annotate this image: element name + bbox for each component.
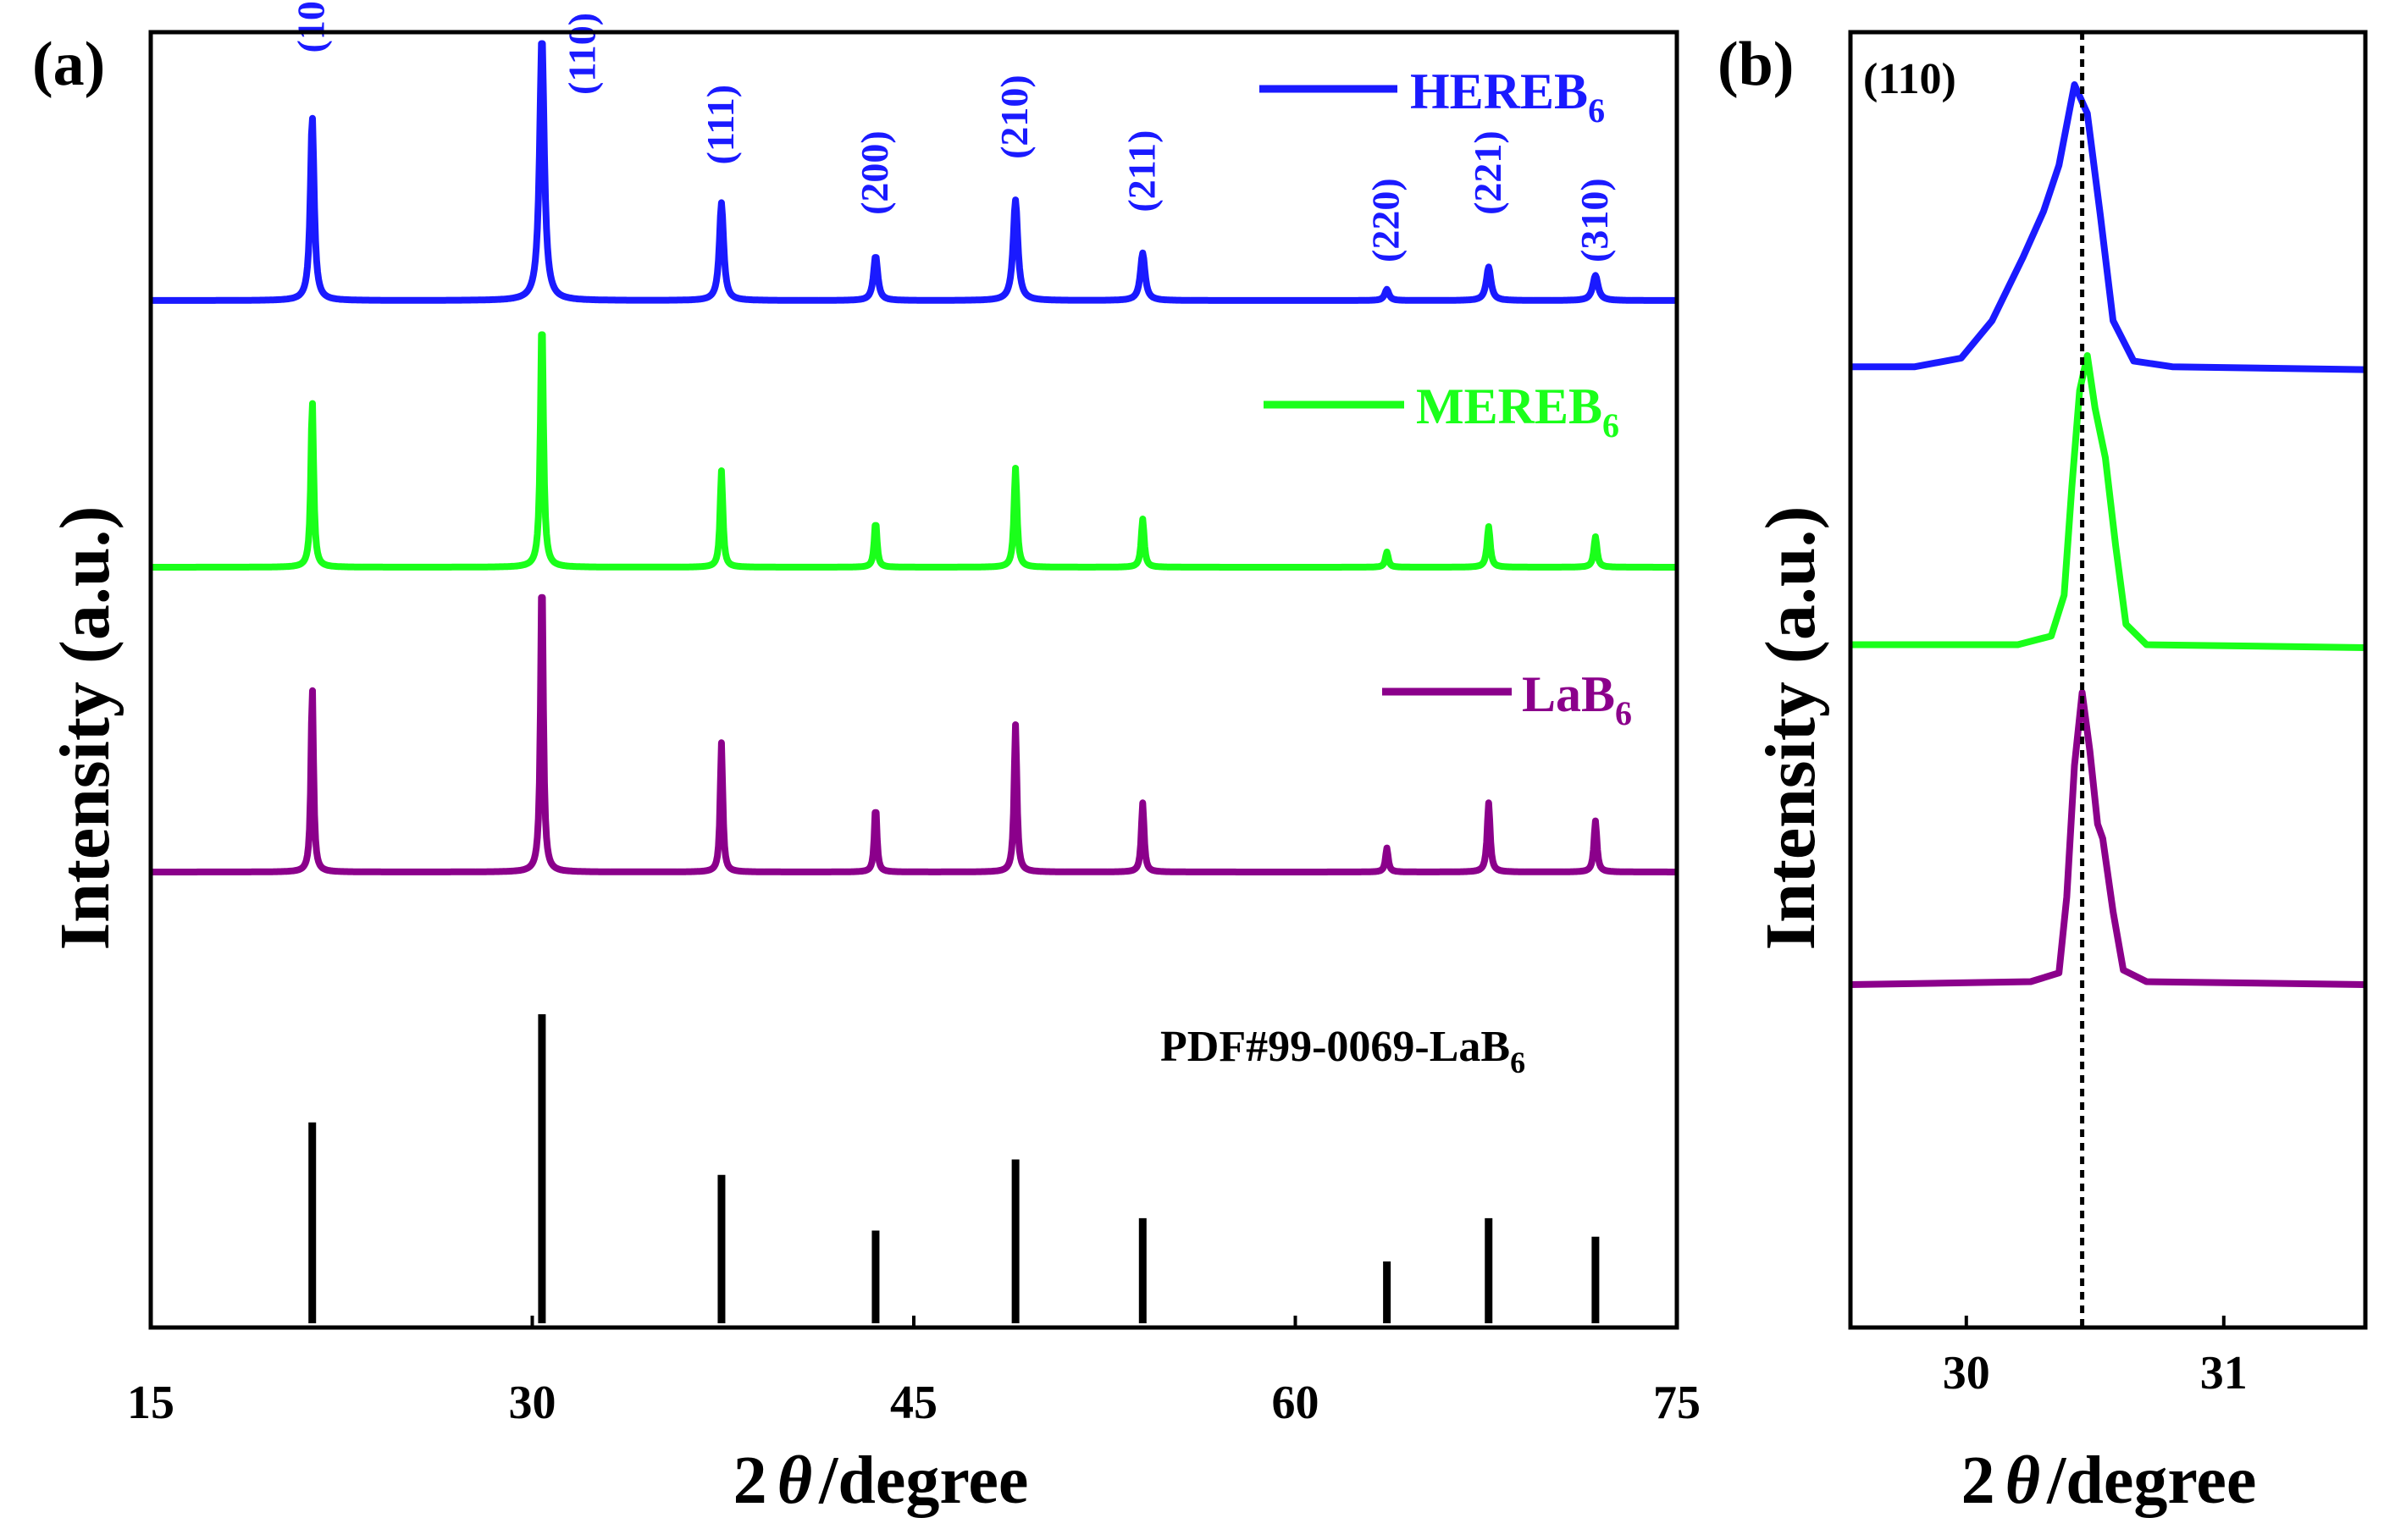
- x-tick-label-60: 60: [1272, 1377, 1319, 1429]
- legend-hereb6-text: HEREB6: [1410, 63, 1605, 130]
- panel-b: (b) Intensity (a.u.) (110) 30 31 2 θ/degre…: [1717, 30, 2368, 1518]
- panel-b-x-tick-label-30: 30: [1943, 1347, 1990, 1399]
- panel-b-xlabel: 2 θ/degree: [1961, 1443, 2257, 1518]
- peak-label-4: (210): [993, 75, 1036, 159]
- panel-a-label: (a): [32, 30, 105, 99]
- panel-b-series-hereb6-line: [1850, 81, 2366, 373]
- legend-lab6-sub: 6: [1615, 694, 1632, 732]
- peak-label-8: (310): [1573, 178, 1616, 262]
- legend-reference-text: PDF#99-0069-LaB6: [1160, 1023, 1525, 1079]
- panel-b-x-tick-label-31: 31: [2200, 1347, 2248, 1399]
- panel-b-x-ticks: 30 31: [1943, 1316, 2248, 1399]
- x-tick-label-45: 45: [890, 1377, 938, 1429]
- panel-b-annotation: (110): [1863, 55, 1956, 103]
- legend-reference-sub: 6: [1510, 1046, 1525, 1079]
- series-hereb-line: [148, 40, 1679, 304]
- panel-a-xlabel-theta: θ: [777, 1443, 813, 1518]
- panel-a-frame: [148, 30, 1679, 1330]
- panel-b-label: (b): [1717, 30, 1794, 99]
- panel-a-xlabel-suffix: /degree: [818, 1443, 1028, 1518]
- panel-a-xlabel: 2 θ/degree: [733, 1443, 1029, 1518]
- x-tick-label-30: 30: [509, 1377, 556, 1429]
- panel-b-series: [1850, 81, 2366, 988]
- panel-a-peak-labels: (100) (110) (111) (200) (210) (211) (220) (221)…: [290, 0, 1616, 262]
- peak-label-7: (221): [1466, 130, 1509, 215]
- panel-a-x-ticks: 15 30 45 60 75: [127, 1316, 1701, 1429]
- peak-label-2: (111): [699, 85, 742, 165]
- legend-mereb6-sub: 6: [1602, 406, 1619, 444]
- legend-mereb6-text: MEREB6: [1416, 378, 1619, 444]
- legend-hereb6-sub: 6: [1588, 91, 1605, 130]
- panel-b-series-mereb6-line: [1850, 352, 2366, 651]
- panel-b-xlabel-theta: θ: [2005, 1443, 2041, 1518]
- panel-a: (a) Intensity (a.u.) (100) (110) (111) (200…: [32, 0, 1701, 1518]
- panel-b-xlabel-suffix: /degree: [2046, 1443, 2256, 1518]
- panel-a-xlabel-prefix: 2: [733, 1443, 767, 1518]
- legend-reference-main: PDF#99-0069-LaB: [1160, 1023, 1510, 1071]
- legend-mereb6-main: MEREB: [1416, 378, 1602, 434]
- peak-label-6: (220): [1364, 178, 1408, 262]
- panel-b-xlabel-prefix: 2: [1961, 1443, 1995, 1518]
- peak-label-1: (110): [561, 13, 604, 95]
- x-tick-label-15: 15: [127, 1377, 174, 1429]
- panel-a-series: [148, 40, 1679, 1323]
- legend-lab6-text: LaB6: [1522, 666, 1632, 732]
- legend-lab6-main: LaB: [1522, 666, 1615, 722]
- peak-label-5: (211): [1120, 130, 1163, 212]
- peak-label-0: (100): [290, 0, 333, 53]
- panel-b-ylabel: Intensity (a.u.): [1751, 505, 1830, 950]
- x-tick-label-75: 75: [1653, 1377, 1701, 1429]
- panel-b-frame: [1848, 30, 2368, 1330]
- series-lab-line: [148, 593, 1679, 875]
- legend-hereb6-main: HEREB: [1410, 63, 1588, 119]
- series-mereb-line: [148, 331, 1679, 571]
- panel-b-series-lab6-line: [1850, 689, 2366, 988]
- peak-label-3: (200): [853, 130, 896, 215]
- panel-a-ylabel: Intensity (a.u.): [46, 505, 124, 950]
